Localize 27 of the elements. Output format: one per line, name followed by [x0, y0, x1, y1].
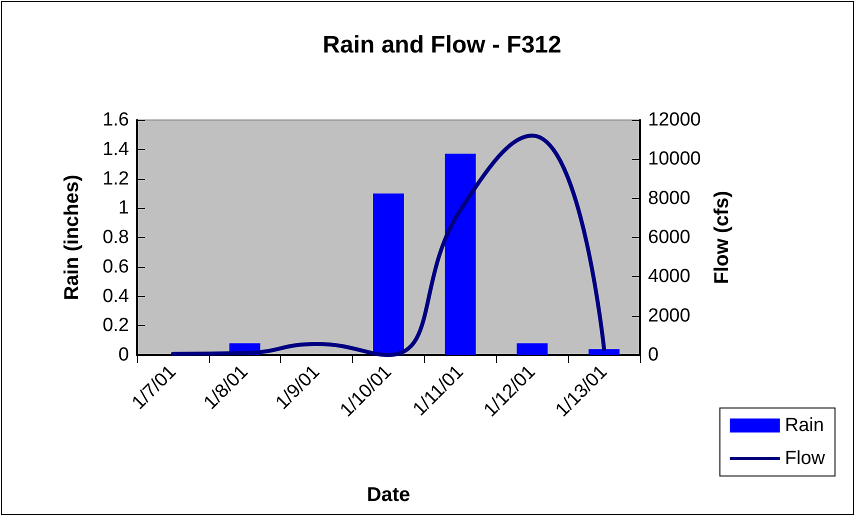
y-tick-label: 0.2: [102, 315, 129, 336]
y2-tick-label: 10000: [648, 148, 701, 170]
legend-label: Flow: [784, 448, 826, 469]
y2-tick-label: 0: [648, 344, 659, 366]
x-axis-title: Date: [366, 484, 410, 506]
y2-tick-label: 2000: [648, 305, 690, 326]
y-tick-label: 1.4: [102, 138, 130, 160]
y-axis-title: Rain (inches): [61, 174, 83, 300]
line-series: [170, 134, 606, 357]
bar: [444, 154, 476, 355]
y2-tick-label: 4000: [648, 266, 690, 288]
legend-label: Rain: [784, 415, 824, 436]
y-tick-label: 0.4: [102, 286, 130, 307]
y-tick-label: 1.2: [102, 168, 129, 190]
y-tick-label: 1: [118, 198, 129, 219]
y2-tick-label: 6000: [648, 227, 690, 248]
y-tick-label: 1.6: [102, 110, 129, 130]
y-tick-label: 0: [118, 344, 129, 366]
bar: [588, 349, 620, 355]
y-tick-label: 0.8: [102, 227, 129, 248]
y2-tick-label: 12000: [648, 110, 701, 130]
y2-tick-label: 8000: [648, 188, 690, 209]
bar: [373, 193, 404, 355]
y-tick-label: 0.6: [102, 256, 129, 278]
chart-title: Rain and Flow - F312: [322, 32, 562, 58]
bar: [516, 343, 548, 355]
y2-axis-title: Flow (cfs): [711, 190, 733, 284]
